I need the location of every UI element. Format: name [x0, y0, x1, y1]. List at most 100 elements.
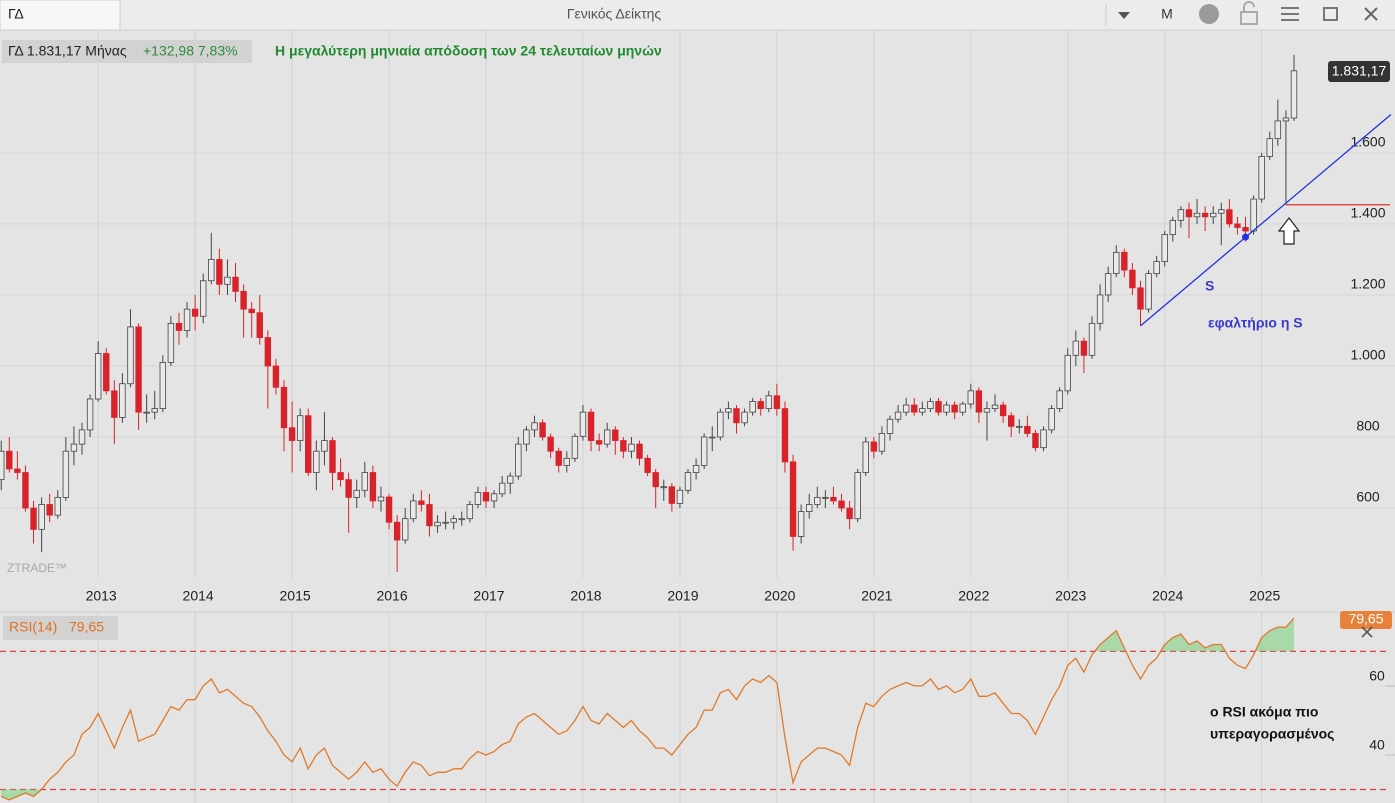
candle-body [313, 450, 320, 473]
candle-body [1153, 261, 1160, 275]
candle-body [749, 401, 756, 413]
candle-body [248, 308, 255, 314]
y-tick-label: 1.000 [1350, 347, 1385, 363]
window-title: Γενικός Δείκτης [567, 6, 662, 22]
lock-icon[interactable] [1240, 11, 1258, 25]
candle-body [1290, 70, 1298, 119]
rsi-tick-label: 40 [1369, 737, 1385, 753]
candle-body [1056, 390, 1063, 409]
candle-body [604, 429, 611, 445]
candle-body [571, 435, 579, 459]
candle-body [54, 496, 61, 516]
x-tick-label: 2023 [1055, 588, 1086, 604]
candle-body [450, 518, 457, 523]
candle-body [878, 433, 886, 452]
candle-body [86, 398, 94, 431]
y-tick-label: 800 [1356, 418, 1380, 434]
tab[interactable] [0, 0, 121, 31]
x-tick-label: 2024 [1152, 588, 1183, 604]
candle-body [418, 500, 425, 505]
candle-body [385, 496, 393, 523]
candle-body [1137, 287, 1144, 310]
candle-body [1096, 294, 1104, 324]
restore-icon[interactable] [1323, 7, 1338, 21]
candle-body [620, 440, 627, 452]
candle-body [1282, 117, 1290, 122]
menu-label[interactable]: M [1161, 6, 1173, 22]
candle-body [652, 472, 659, 488]
candle-body [919, 408, 926, 413]
candle-body [1104, 273, 1112, 296]
close-icon[interactable] [1364, 7, 1378, 21]
close-pane-icon[interactable] [1361, 626, 1373, 638]
candle-body [216, 259, 223, 285]
candle-body [830, 496, 837, 502]
candle-body [1032, 433, 1039, 449]
menu-icon[interactable] [1281, 7, 1299, 21]
candle-body [1016, 425, 1023, 428]
y-tick-label: 600 [1356, 489, 1380, 505]
candle-body [1113, 251, 1120, 275]
candle-body [547, 436, 554, 452]
candle-body [119, 383, 126, 418]
tab-label[interactable]: ΓΔ [8, 6, 24, 22]
rsi-line [0, 617, 1295, 801]
candle-body [733, 408, 740, 424]
watermark: ZTRADE™ [7, 561, 67, 575]
candle-body [507, 475, 514, 484]
candle-body [30, 507, 37, 530]
rsi-value: 79,65 [69, 619, 104, 635]
candle-body [1145, 273, 1152, 310]
candle-body [983, 408, 991, 413]
candle-body [612, 429, 619, 441]
candle-body [692, 465, 700, 473]
candle-body [191, 308, 199, 317]
dropdown-icon[interactable] [1118, 12, 1130, 19]
candle-body [709, 436, 716, 439]
rsi-badge-label: 79,65 [1348, 611, 1383, 627]
candle-body [321, 440, 328, 452]
candle-body [741, 411, 748, 424]
rsi-note: υπεραγορασμένος [1210, 726, 1334, 742]
x-tick-label: 2016 [376, 588, 407, 604]
candle-body [911, 404, 918, 413]
candle-body [159, 362, 167, 409]
candle-body [1161, 234, 1168, 262]
candle-body [143, 411, 150, 414]
candle-body [999, 404, 1007, 417]
candle-body [70, 443, 78, 452]
candle-body [6, 450, 13, 470]
rsi-note: ο RSI ακόμα πιο [1210, 704, 1318, 720]
price-badge [1328, 61, 1390, 82]
candle-body [482, 492, 490, 502]
candle-body [1210, 212, 1217, 218]
trend-touch [1242, 233, 1250, 241]
candle-body [498, 482, 506, 495]
candle-body [862, 441, 869, 473]
candle-body [466, 504, 474, 520]
candle-body [175, 322, 183, 331]
candle-body [288, 427, 296, 441]
rsi-badge [1340, 611, 1392, 629]
x-tick-label: 2025 [1249, 588, 1280, 604]
candle-body [1266, 138, 1273, 157]
candle-body [894, 411, 902, 420]
candle-body [523, 429, 530, 445]
candle-body [256, 312, 263, 338]
candle-body [967, 390, 975, 405]
x-tick-label: 2021 [861, 588, 892, 604]
candle-body [337, 472, 344, 481]
candle-body [757, 401, 764, 409]
candle-body [353, 489, 360, 498]
candle-body [0, 450, 5, 481]
candle-body [1250, 198, 1257, 232]
candle-body [773, 395, 781, 409]
candle-body [555, 450, 562, 466]
candle-body [103, 353, 110, 392]
candle-body [1072, 340, 1080, 356]
quote-icon[interactable] [1199, 4, 1219, 24]
y-tick-label: 1.200 [1350, 276, 1385, 292]
candle-body [410, 500, 417, 520]
